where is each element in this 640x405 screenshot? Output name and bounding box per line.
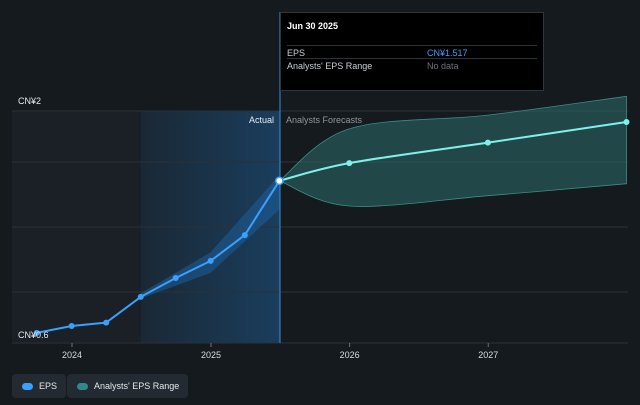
eps-point[interactable] — [33, 329, 40, 336]
eps-range-band — [140, 175, 280, 299]
forecast-point[interactable] — [346, 160, 353, 167]
eps-point[interactable] — [172, 275, 179, 281]
eps-point[interactable] — [207, 257, 214, 264]
tooltip: Jun 30 2025 EPS CN¥1.517 Analysts' EPS R… — [280, 12, 544, 91]
y-label-bottom: CN¥0.6 — [18, 330, 49, 340]
forecast-range-band — [278, 95, 627, 207]
forecast-label: Analysts Forecasts — [286, 115, 363, 125]
tooltip-row-eps: EPS CN¥1.517 — [287, 45, 537, 59]
eps-line — [36, 180, 281, 334]
eps-point[interactable] — [275, 176, 284, 186]
x-tick-label: 2026 — [340, 350, 360, 360]
legend-range-label: Analysts' EPS Range — [94, 381, 180, 391]
x-tick-label: 2025 — [201, 350, 221, 360]
tooltip-date: Jun 30 2025 — [287, 21, 339, 31]
tooltip-range-value: No data — [427, 61, 459, 71]
eps-point[interactable] — [137, 293, 144, 300]
forecast-line — [279, 121, 627, 182]
legend-eps-button[interactable]: EPS — [12, 374, 67, 398]
tooltip-eps-value: CN¥1.517 — [427, 48, 468, 58]
eps-swatch — [22, 382, 33, 390]
y-label-top: CN¥2 — [18, 96, 41, 106]
eps-point[interactable] — [241, 232, 248, 239]
x-tick-label: 2027 — [478, 350, 498, 360]
legend-eps-label: EPS — [39, 381, 58, 391]
legend-range-button[interactable]: Analysts' EPS Range — [67, 374, 189, 398]
forecast-point[interactable] — [484, 139, 491, 146]
eps-point[interactable] — [103, 319, 110, 326]
tooltip-eps-label: EPS — [287, 48, 306, 58]
eps-point[interactable] — [68, 323, 75, 329]
actual-label: Actual — [249, 115, 274, 125]
tooltip-range-label: Analysts' EPS Range — [287, 61, 373, 71]
forecast-point[interactable] — [623, 119, 630, 125]
range-swatch — [77, 382, 88, 390]
x-tick-label: 2024 — [62, 350, 82, 360]
tooltip-row-range: Analysts' EPS Range No data — [287, 58, 537, 72]
